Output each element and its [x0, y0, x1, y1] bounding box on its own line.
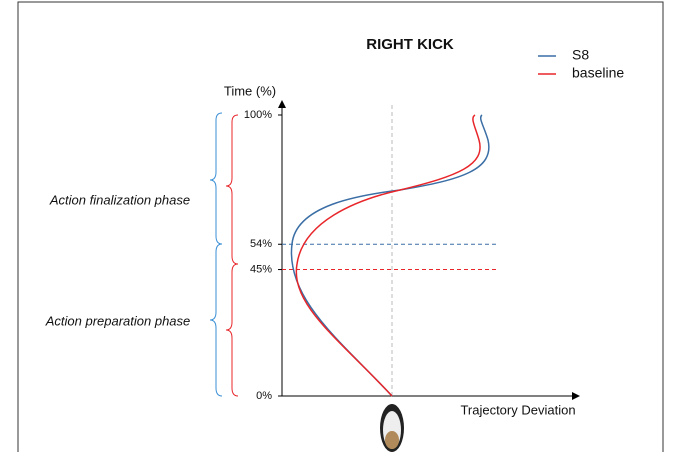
brackets: [209, 112, 239, 397]
legend-label: S8: [572, 47, 589, 63]
phase-label: Action preparation phase: [45, 313, 191, 328]
y-axis-label: Time (%): [224, 83, 276, 98]
y-tick-label: 45%: [250, 263, 272, 275]
series-curve: [295, 114, 481, 397]
legend-label: baseline: [572, 65, 624, 81]
shoe: [380, 404, 404, 452]
chart-title: RIGHT KICK: [366, 36, 454, 53]
y-tick-label: 54%: [250, 238, 272, 250]
y-tick-label: 100%: [244, 109, 272, 121]
frame: [17, 1, 664, 452]
series-curve: [290, 114, 490, 397]
x-axis-label: Trajectory Deviation: [460, 402, 575, 417]
y-tick-label: 0%: [256, 390, 272, 402]
phase-label: Action finalization phase: [49, 192, 190, 207]
